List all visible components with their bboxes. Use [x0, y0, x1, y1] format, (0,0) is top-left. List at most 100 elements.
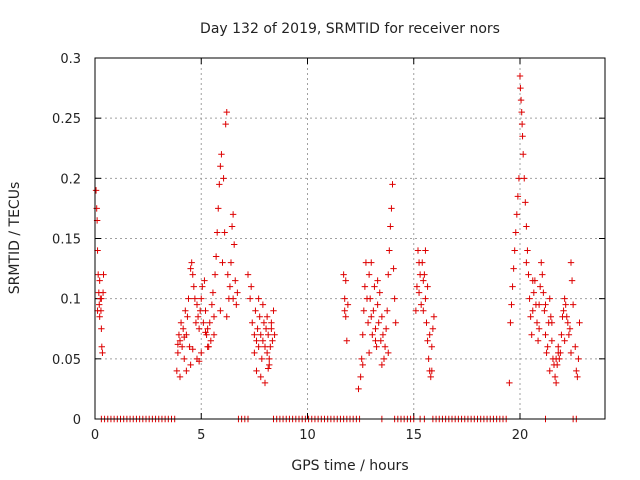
data-point	[518, 120, 526, 128]
data-point	[507, 319, 514, 326]
data-point	[573, 367, 580, 375]
data-point	[202, 307, 209, 314]
data-point	[229, 211, 237, 218]
data-point	[530, 289, 538, 296]
data-point	[212, 253, 220, 260]
data-point	[258, 355, 266, 363]
data-point	[209, 289, 217, 296]
data-point	[561, 295, 568, 302]
data-point	[385, 349, 392, 357]
data-point	[516, 72, 524, 80]
data-point	[378, 313, 386, 320]
data-point	[370, 307, 377, 314]
x-tick-label: 5	[197, 428, 205, 443]
data-point	[558, 331, 565, 338]
data-point	[372, 337, 379, 344]
data-point	[526, 295, 533, 302]
data-point	[412, 307, 420, 314]
data-point	[98, 295, 105, 302]
data-point	[575, 355, 582, 363]
data-point	[371, 283, 378, 290]
data-point	[529, 307, 536, 314]
data-point	[567, 349, 575, 357]
data-point	[227, 259, 235, 266]
data-point	[536, 283, 544, 290]
data-point	[193, 301, 201, 308]
data-point	[98, 343, 105, 350]
data-point	[185, 295, 192, 302]
data-point	[98, 325, 105, 332]
data-point	[551, 373, 559, 381]
data-point	[375, 319, 382, 326]
data-point	[176, 373, 184, 381]
data-point	[96, 301, 103, 308]
data-point	[187, 265, 194, 272]
data-point	[569, 301, 577, 308]
y-tick-label: 0.05	[52, 353, 81, 368]
data-point	[417, 301, 425, 308]
data-point	[365, 349, 373, 357]
data-point	[563, 313, 570, 320]
data-point	[230, 241, 238, 248]
data-point	[415, 289, 423, 296]
data-point	[219, 259, 226, 266]
data-point	[268, 319, 275, 326]
data-point	[178, 343, 186, 350]
data-point	[553, 361, 561, 369]
data-point	[420, 307, 427, 314]
data-point	[99, 289, 107, 296]
data-point	[198, 295, 205, 302]
data-point	[267, 343, 274, 350]
data-point	[389, 181, 396, 188]
data-point	[255, 295, 262, 302]
data-point	[555, 343, 562, 350]
data-point	[191, 295, 199, 302]
data-point	[269, 337, 276, 344]
data-point	[246, 295, 254, 302]
data-point	[202, 329, 209, 336]
data-point	[428, 343, 436, 350]
data-point	[198, 349, 205, 357]
data-point	[547, 313, 555, 320]
data-point	[517, 84, 524, 92]
data-point	[224, 271, 232, 278]
data-point	[199, 283, 206, 290]
y-tick-label: 0.1	[60, 293, 81, 308]
data-point	[213, 229, 221, 236]
data-point	[222, 120, 229, 128]
y-tick-label: 0	[73, 413, 81, 428]
data-point	[383, 307, 391, 314]
data-point	[542, 331, 549, 338]
data-point	[210, 313, 218, 320]
data-point	[420, 277, 427, 284]
data-point	[359, 361, 366, 369]
data-point	[426, 331, 433, 338]
data-point	[381, 343, 389, 350]
data-point	[380, 355, 388, 363]
data-point	[228, 223, 236, 230]
chart-title: Day 132 of 2019, SRMTID for receiver nor…	[200, 21, 500, 37]
data-point	[508, 301, 515, 308]
data-point	[511, 247, 518, 254]
data-point	[534, 337, 542, 344]
data-point	[342, 313, 349, 320]
data-point	[422, 295, 429, 302]
data-point	[521, 175, 528, 182]
data-point	[533, 319, 541, 326]
data-point	[538, 259, 545, 266]
data-point	[373, 343, 380, 350]
x-tick-label: 15	[405, 428, 422, 443]
data-point	[576, 319, 583, 326]
data-point	[256, 313, 263, 320]
data-point	[506, 379, 513, 387]
data-point	[341, 295, 348, 302]
data-point	[429, 325, 437, 332]
data-point	[421, 271, 428, 278]
data-point	[204, 343, 211, 350]
y-tick-label: 0.2	[60, 172, 81, 187]
data-point	[270, 307, 277, 314]
data-point	[574, 373, 581, 381]
data-point	[249, 319, 256, 326]
tick-layer: 0 5 10 15 20 0 0.05 0.1 0.15 0.2 0.25 0.3	[52, 52, 605, 443]
data-point	[218, 151, 225, 158]
